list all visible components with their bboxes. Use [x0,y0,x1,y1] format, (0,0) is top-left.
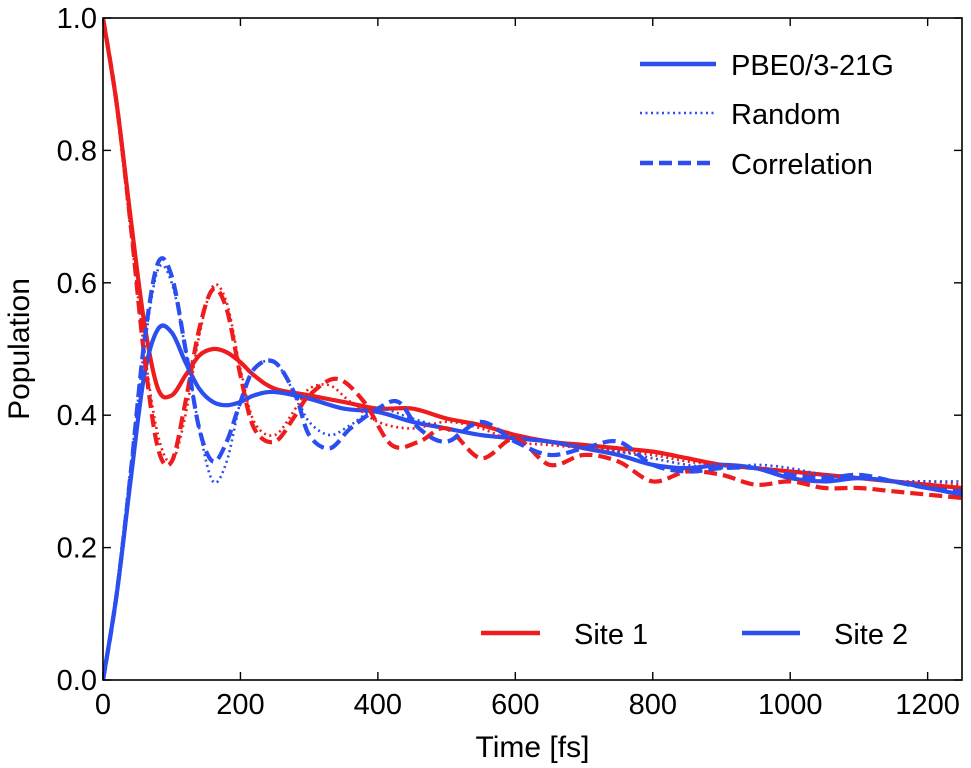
y-axis-label: Population [3,278,36,420]
legend-label-site2: Site 2 [834,619,908,651]
y-tick-label: 0.4 [57,400,97,432]
series-line-site-1-pbe0-3-21g [103,18,962,491]
y-tick-label: 0.0 [57,665,97,697]
y-tick-label: 0.2 [57,533,97,565]
legend-sites: Site 1 Site 2 [481,619,908,651]
y-tick-label: 0.6 [57,268,97,300]
x-tick-label: 1000 [758,689,823,721]
y-tick-label: 0.8 [57,135,97,167]
series-line-site-2-random [103,263,962,680]
legend-methods: PBE0/3-21G Random Correlation [640,50,894,181]
x-tick-label: 800 [629,689,677,721]
x-tick-label: 1200 [895,689,960,721]
legend-label-pbe0: PBE0/3-21G [731,50,894,82]
series-line-site-1-correlation [103,18,962,501]
x-tick-label: 0 [95,689,111,721]
legend-label-random: Random [731,99,841,131]
y-tick-label: 1.0 [57,3,97,35]
x-tick-label: 200 [216,689,264,721]
plot-frame [102,17,963,681]
series-line-site-2-correlation [103,256,962,680]
ticks-layer: 0 200 400 600 800 1000 1200 0.0 0.2 0.4 0.6 0.8 1.0 [57,3,962,721]
x-axis-label: Time [fs] [476,731,590,764]
series-layer [103,18,962,680]
x-tick-label: 600 [491,689,539,721]
legend-label-correlation: Correlation [731,149,873,181]
series-line-site-1-random [103,18,962,487]
legend-label-site1: Site 1 [574,619,648,651]
x-tick-label: 400 [354,689,402,721]
